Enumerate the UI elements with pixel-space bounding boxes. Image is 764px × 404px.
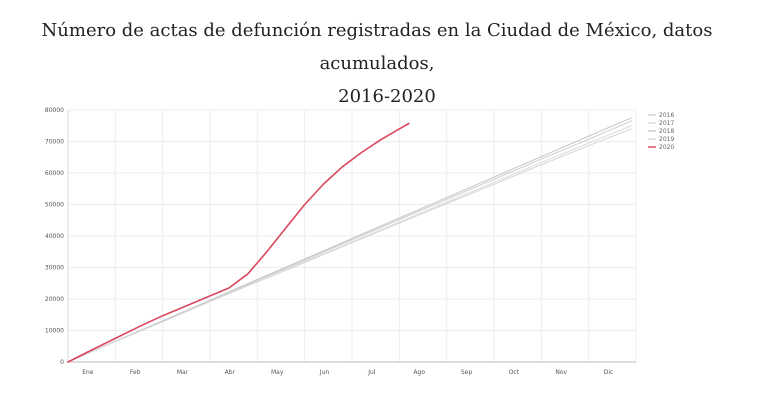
legend-label-2020: 2020 — [659, 144, 674, 151]
legend-label-2018: 2018 — [659, 128, 674, 135]
y-tick-label: 70000 — [45, 139, 64, 146]
chart-title: Número de actas de defunción registradas… — [0, 14, 764, 113]
legend-label-2017: 2017 — [659, 120, 674, 127]
x-tick-label: Jun — [319, 369, 330, 376]
x-tick-label: May — [271, 369, 284, 376]
series-line-2020 — [67, 122, 410, 363]
y-tick-label: 0 — [60, 359, 64, 366]
y-tick-label: 20000 — [45, 296, 64, 303]
y-tick-label: 50000 — [45, 202, 64, 209]
x-tick-label: Nov — [555, 369, 567, 376]
chart-title-line-1: Número de actas de defunción registradas… — [41, 20, 713, 74]
x-tick-label: Feb — [130, 369, 141, 376]
x-tick-label: Ago — [413, 369, 425, 376]
x-tick-label: Jul — [367, 369, 376, 376]
series-line-2018 — [67, 117, 632, 363]
x-tick-label: Abr — [225, 369, 236, 376]
x-tick-label: Oct — [509, 369, 520, 376]
x-tick-label: Mar — [177, 369, 189, 376]
y-tick-label: 10000 — [45, 328, 64, 335]
y-tick-label: 60000 — [45, 170, 64, 177]
grid — [67, 109, 637, 362]
y-tick-label: 30000 — [45, 265, 64, 272]
series-line-2019 — [67, 128, 632, 363]
legend-label-2019: 2019 — [659, 136, 674, 143]
x-tick-label: Sep — [461, 369, 473, 376]
legend-label-2016: 2016 — [659, 112, 674, 119]
x-tick-label: Ene — [82, 369, 94, 376]
series-lines — [67, 117, 632, 363]
chart-title-line-2: 2016-2020 — [338, 86, 436, 107]
y-tick-label: 40000 — [45, 233, 64, 240]
x-tick-label: Dic — [604, 369, 614, 376]
axes: 0 10000 20000 30000 40000 50000 60000 70000 8000… — [45, 107, 636, 376]
y-tick-label: 80000 — [45, 107, 64, 114]
